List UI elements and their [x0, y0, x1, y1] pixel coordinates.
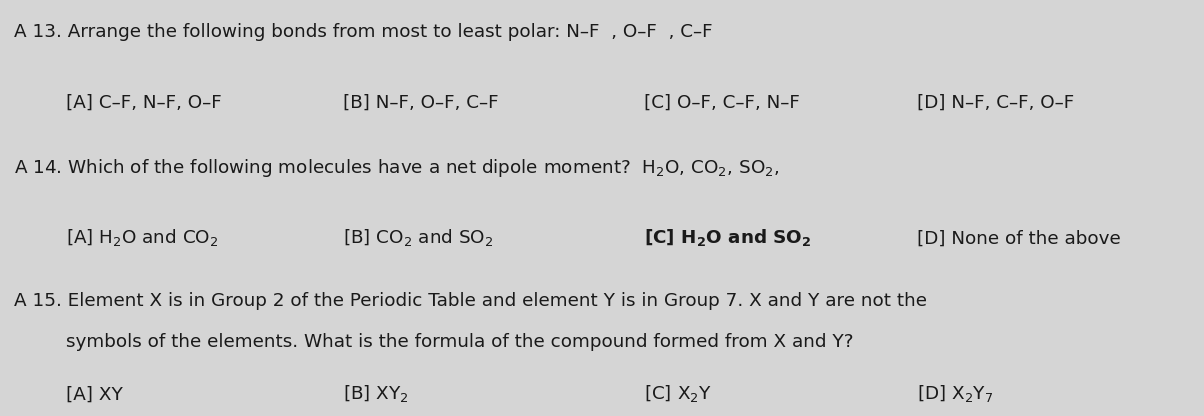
Text: [D] None of the above: [D] None of the above — [917, 229, 1121, 248]
Text: [A] $\mathrm{H_2O}$ and $\mathrm{CO_2}$: [A] $\mathrm{H_2O}$ and $\mathrm{CO_2}$ — [66, 228, 219, 248]
Text: [A] XY: [A] XY — [66, 385, 123, 404]
Text: [B] $\mathrm{CO_2}$ and $\mathrm{SO_2}$: [B] $\mathrm{CO_2}$ and $\mathrm{SO_2}$ — [343, 228, 494, 248]
Text: [D] N–F, C–F, O–F: [D] N–F, C–F, O–F — [917, 94, 1075, 112]
Text: [C] $\mathrm{X_2Y}$: [C] $\mathrm{X_2Y}$ — [644, 384, 712, 404]
Text: [D] $\mathrm{X_2Y_7}$: [D] $\mathrm{X_2Y_7}$ — [917, 384, 993, 404]
Text: [C] O–F, C–F, N–F: [C] O–F, C–F, N–F — [644, 94, 799, 112]
Text: [B] $\mathrm{XY_2}$: [B] $\mathrm{XY_2}$ — [343, 384, 409, 404]
Text: symbols of the elements. What is the formula of the compound formed from X and Y: symbols of the elements. What is the for… — [66, 333, 854, 352]
Text: [B] N–F, O–F, C–F: [B] N–F, O–F, C–F — [343, 94, 498, 112]
Text: A 14. Which of the following molecules have a net dipole moment?  $\mathrm{H_2O}: A 14. Which of the following molecules h… — [14, 157, 780, 178]
Text: [C] $\mathbf{H_2O}$ $\mathbf{and}$ $\mathbf{SO_2}$: [C] $\mathbf{H_2O}$ $\mathbf{and}$ $\mat… — [644, 228, 811, 248]
Text: [A] C–F, N–F, O–F: [A] C–F, N–F, O–F — [66, 94, 222, 112]
Text: A 15. Element X is in Group 2 of the Periodic Table and element Y is in Group 7.: A 15. Element X is in Group 2 of the Per… — [14, 292, 927, 310]
Text: A 13. Arrange the following bonds from most to least polar: N–F  , O–F  , C–F: A 13. Arrange the following bonds from m… — [14, 23, 713, 42]
